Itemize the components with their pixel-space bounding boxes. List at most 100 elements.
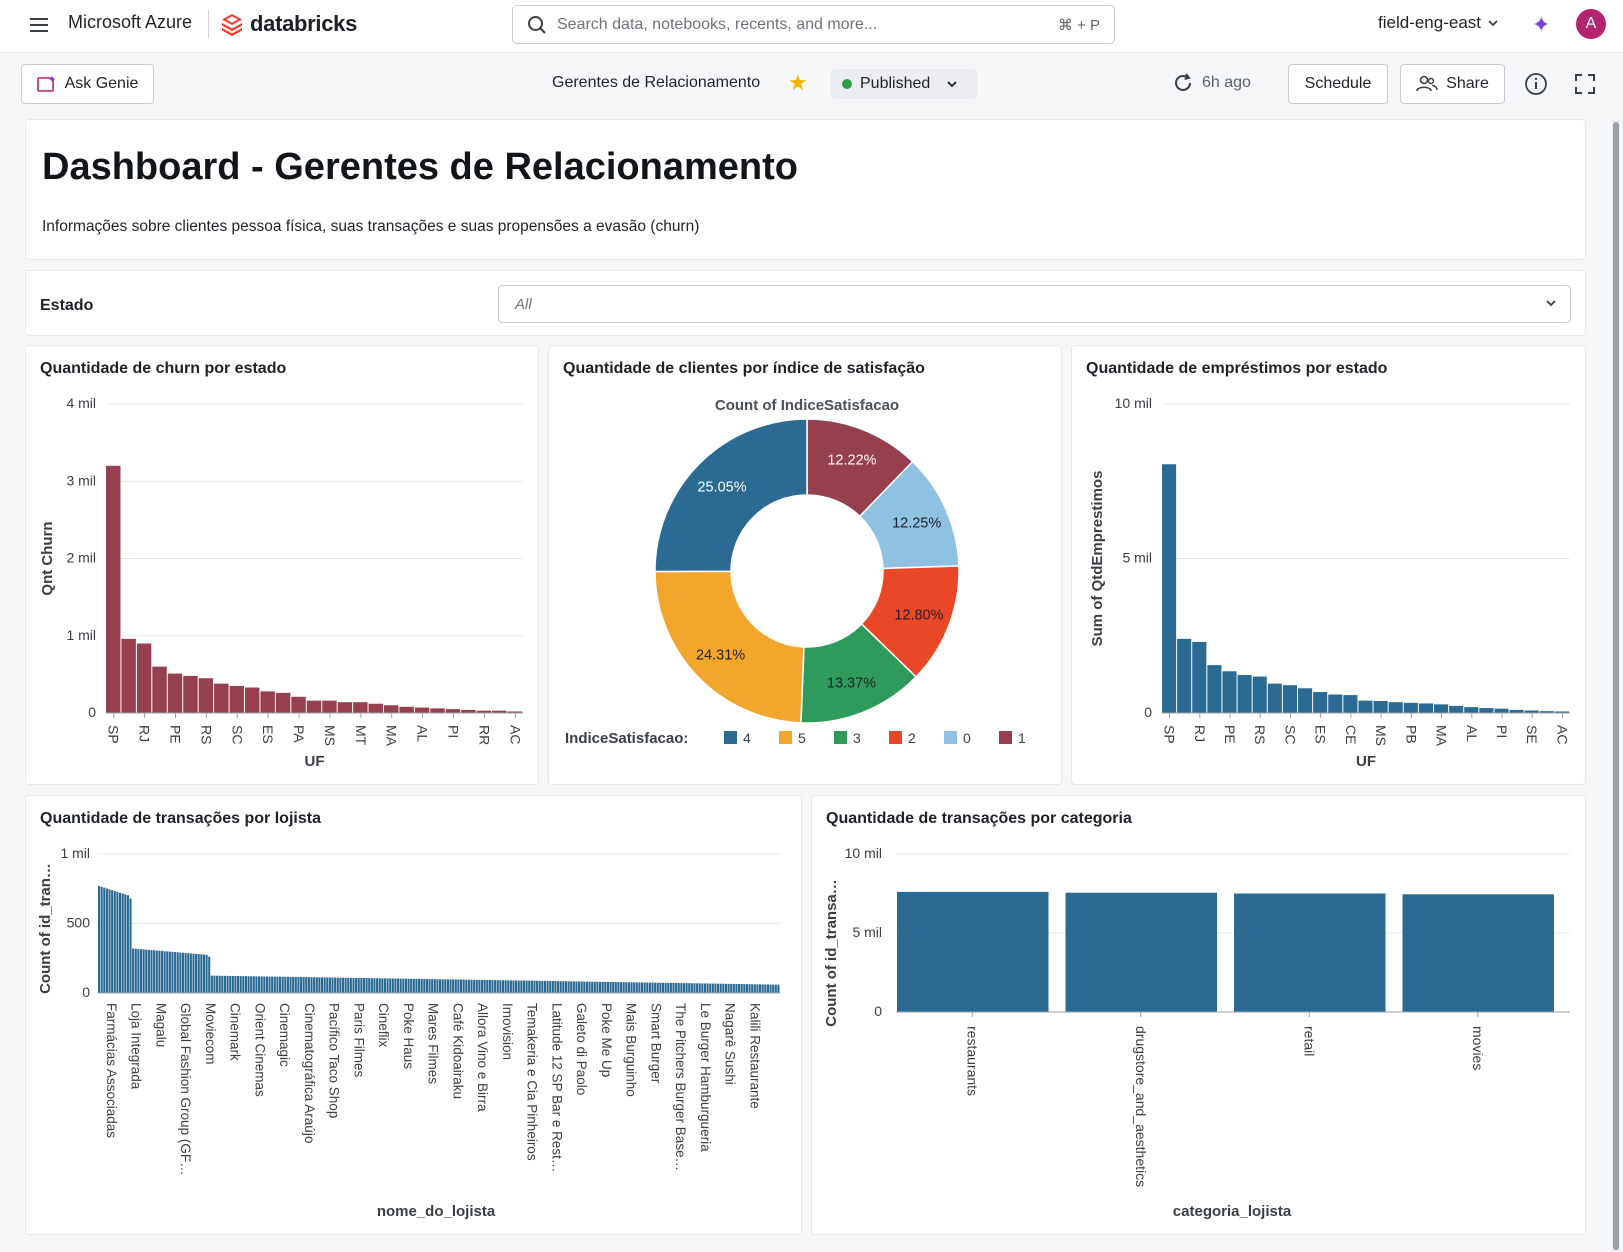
bar	[1328, 694, 1343, 713]
x-tick-label: SP	[1162, 725, 1178, 744]
bar	[252, 976, 255, 993]
favorite-star-icon[interactable]: ★	[788, 70, 808, 95]
x-tick-label: Galeto di Paolo	[574, 1003, 589, 1095]
x-tick-label: CE	[1343, 725, 1359, 744]
x-tick-label: PA	[291, 725, 307, 743]
bar	[410, 978, 413, 993]
bar	[428, 979, 431, 993]
bar	[129, 898, 132, 993]
bar	[465, 979, 468, 993]
bar	[275, 692, 291, 713]
bar	[205, 954, 208, 993]
bar	[543, 980, 547, 993]
legend-swatch	[889, 731, 902, 744]
bar	[166, 951, 169, 993]
bar	[239, 976, 242, 993]
bar	[585, 981, 588, 993]
refresh-button[interactable]: 6h ago	[1172, 72, 1251, 94]
bar	[297, 977, 300, 993]
bar	[599, 981, 602, 993]
menu-icon[interactable]	[28, 14, 50, 36]
bar	[735, 983, 738, 993]
bar	[722, 983, 725, 993]
bar	[457, 979, 460, 993]
x-tick-label: PE	[1222, 725, 1238, 744]
bar	[433, 979, 436, 993]
bar	[226, 975, 229, 993]
x-tick-label: Café Kidoairaku	[450, 1003, 465, 1099]
x-tick-label: Le Burger Hamburgueria	[698, 1003, 713, 1152]
bar	[167, 673, 183, 713]
bar	[454, 979, 457, 993]
x-axis-title: UF	[305, 753, 325, 770]
bar	[682, 983, 686, 993]
bar	[294, 976, 297, 993]
bar	[530, 980, 533, 993]
scrollbar-thumb[interactable]	[1613, 122, 1619, 1250]
bar	[512, 980, 515, 993]
workspace-selector[interactable]: field-eng-east	[1378, 13, 1499, 33]
page-scrollbar[interactable]	[1612, 120, 1620, 1252]
global-search-input[interactable]: Search data, notebooks, recents, and mor…	[512, 5, 1115, 44]
bar	[1494, 708, 1509, 713]
bar	[189, 953, 192, 993]
bar	[1234, 893, 1386, 1012]
bar	[564, 981, 568, 993]
bar	[244, 976, 247, 993]
user-avatar[interactable]: A	[1576, 9, 1606, 39]
bar	[292, 976, 295, 993]
estado-filter-select[interactable]: All	[498, 285, 1571, 323]
bar	[106, 465, 121, 713]
bar	[501, 980, 505, 993]
y-tick-label: 10 mil	[1115, 395, 1152, 411]
bar	[263, 976, 266, 993]
bar	[307, 977, 310, 993]
bar	[439, 979, 442, 993]
bar	[155, 950, 158, 993]
bar	[690, 983, 693, 993]
pie-slice-label: 24.31%	[696, 647, 745, 663]
bar	[247, 976, 250, 993]
ask-genie-button[interactable]: Ask Genie	[21, 64, 154, 104]
bar	[192, 953, 195, 993]
bar	[646, 982, 649, 993]
schedule-button[interactable]: Schedule	[1288, 64, 1388, 104]
bar	[116, 891, 119, 993]
bar	[738, 984, 741, 993]
bar	[1388, 702, 1403, 713]
publish-status-dropdown[interactable]: Published	[830, 69, 978, 99]
info-icon[interactable]	[1523, 71, 1549, 97]
bar	[1402, 894, 1554, 1012]
x-tick-label: Poke Me Up	[599, 1003, 614, 1077]
databricks-logo[interactable]: databricks	[220, 10, 357, 38]
y-axis-title: Sum of QtdEmprestimos	[1089, 471, 1106, 647]
pie-slice-label: 12.25%	[892, 515, 941, 531]
bar	[633, 982, 636, 993]
bar	[389, 978, 392, 993]
bar	[111, 890, 114, 993]
bar	[357, 977, 360, 993]
bar	[386, 978, 389, 993]
bar	[648, 982, 651, 993]
bar	[478, 979, 481, 993]
x-tick-label: MA	[1434, 725, 1450, 747]
satisfacao-chart-card: Quantidade de clientes por índice de sat…	[548, 345, 1062, 785]
bar	[1252, 676, 1267, 713]
share-button[interactable]: Share	[1400, 64, 1505, 104]
assistant-sparkle-icon[interactable]: ✦	[1532, 12, 1551, 37]
bar	[461, 709, 476, 713]
ask-genie-label: Ask Genie	[64, 75, 139, 92]
bar	[588, 981, 591, 993]
bar	[326, 977, 329, 993]
bar	[1267, 683, 1282, 713]
bar	[578, 981, 581, 993]
bar	[407, 978, 410, 993]
bar	[121, 893, 124, 993]
bar	[1358, 700, 1373, 713]
bar	[459, 979, 463, 993]
bar	[153, 950, 156, 993]
bar	[322, 700, 337, 713]
fullscreen-icon[interactable]	[1572, 71, 1598, 97]
bar	[352, 977, 355, 993]
bar	[360, 978, 363, 993]
